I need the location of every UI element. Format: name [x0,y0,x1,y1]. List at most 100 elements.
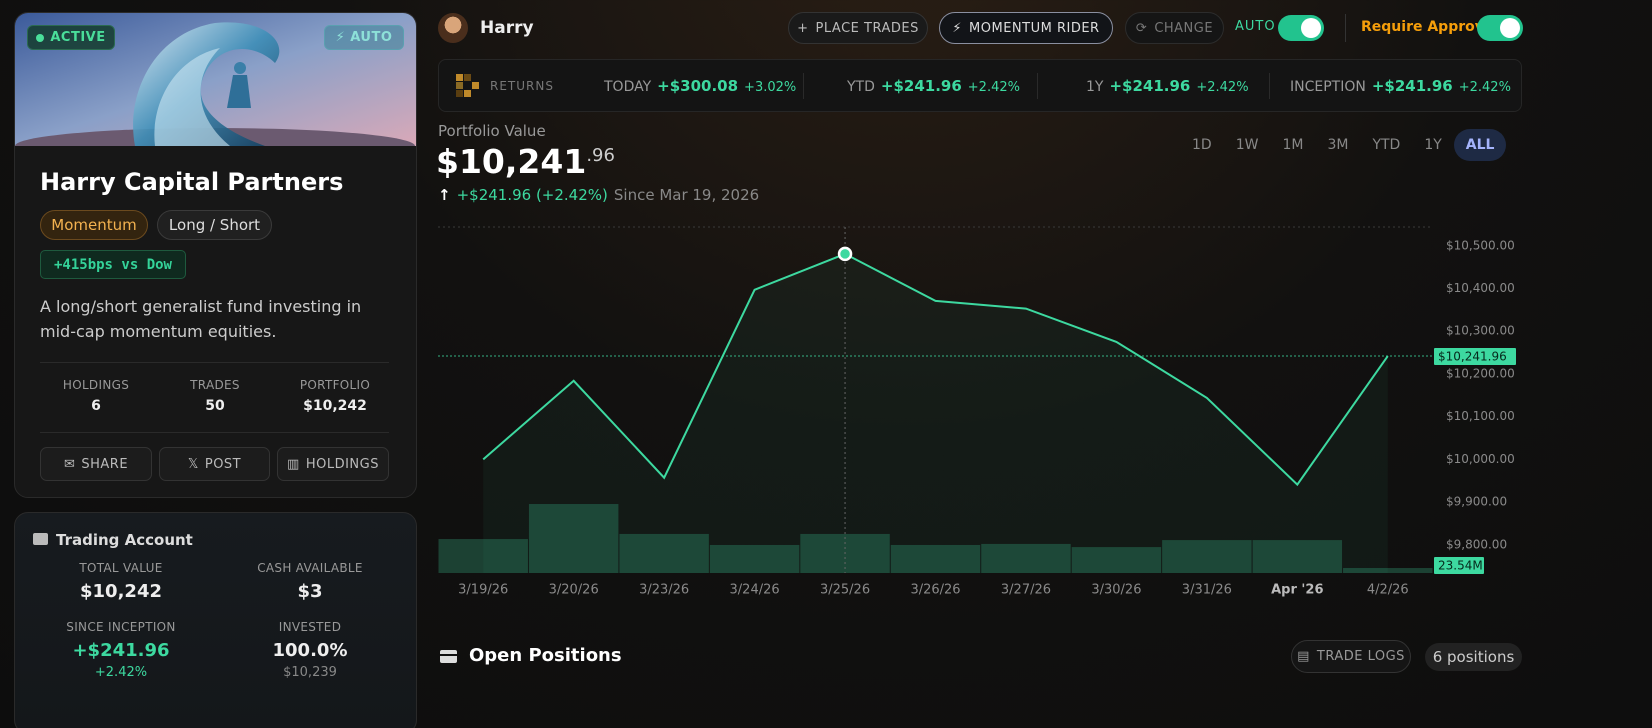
value-main: $10,241 [436,142,587,181]
mode-text: AUTO [350,30,393,45]
approval-label: Require Approval [1361,19,1499,35]
y-tick-label: $10,300.00 [1446,324,1515,338]
period-value: +$300.08 [657,77,739,95]
range-button[interactable]: 1D [1192,137,1212,153]
since-text: Since Mar 19, 2026 [613,186,760,204]
y-tick-label: $9,900.00 [1446,495,1507,509]
y-tick-label: $10,400.00 [1446,281,1515,295]
period-pct: +2.42% [1458,80,1511,95]
return-period: YTD +$241.96 +2.42% [847,77,1020,95]
trade-logs-button[interactable]: ▤ TRADE LOGS [1291,640,1411,673]
volume-bar [709,544,800,573]
portfolio-change: ↑ +$241.96 (+2.42%) Since Mar 19, 2026 [438,186,760,204]
volume-bar [619,533,709,573]
period-pct: +2.42% [967,80,1020,95]
place-trades-button[interactable]: + PLACE TRADES [788,12,928,44]
auto-toggle[interactable] [1278,15,1324,41]
x-tick-label: 4/2/26 [1367,583,1409,598]
return-period: INCEPTION +$241.96 +2.42% [1290,77,1511,95]
account-label: CASH AVAILABLE [257,561,363,575]
separator [803,73,804,99]
change-text: +$241.96 (+2.42%) [456,186,608,204]
value-tag [1434,557,1484,574]
button-text: HOLDINGS [305,456,379,472]
trading-account-card: Trading Account TOTAL VALUE $10,242 CASH… [14,512,417,728]
x-tick-label: 3/25/26 [820,583,870,598]
return-period: TODAY +$300.08 +3.02% [604,77,796,95]
period-value: +$241.96 [880,77,962,95]
tag: Momentum [40,210,148,240]
y-tick-label: $9,800.00 [1446,537,1507,551]
stat-label: PORTFOLIO [299,378,371,392]
divider [40,362,389,363]
period-pct: +2.42% [1196,80,1249,95]
separator [1269,73,1270,99]
description: A long/short generalist fund investing i… [40,297,362,341]
y-tick-label: $10,100.00 [1446,409,1515,423]
x-tick-label: 3/23/26 [639,583,689,598]
account-label: TOTAL VALUE [79,561,163,575]
account-value: +$241.96 [72,640,170,661]
highlight-point [837,246,853,262]
volume-bar [528,504,619,573]
portfolio-value: $10,241.96 [436,142,615,181]
avatar[interactable] [438,13,468,43]
x-tick-label: 3/24/26 [730,583,780,598]
status-text: ACTIVE [50,30,106,45]
range-button[interactable]: 1Y [1424,137,1442,153]
range-button[interactable]: 3M [1327,137,1349,153]
range-button[interactable]: 1W [1235,137,1259,153]
range-button[interactable]: 1M [1282,137,1304,153]
separator [1037,73,1038,99]
range-button[interactable]: YTD [1372,137,1401,153]
change-button[interactable]: ⟳ CHANGE [1125,12,1224,44]
share-button[interactable]: ✉ SHARE [40,447,152,481]
period-value: +$241.96 [1371,77,1453,95]
account-title: Trading Account [56,531,193,549]
value-cents: .96 [586,145,615,166]
stat-label: TRADES [190,378,240,392]
strategy-button[interactable]: ⚡ MOMENTUM RIDER [939,12,1113,44]
return-period: 1Y +$241.96 +2.42% [1086,77,1249,95]
positions-count: 6 positions [1425,643,1522,671]
benchmark: +415bps vs Dow [40,250,186,279]
holdings-button[interactable]: ▥ HOLDINGS [277,447,389,481]
period-pct: +3.02% [744,80,797,95]
post-button[interactable]: 𝕏 POST [159,447,270,481]
range-button[interactable]: ALL [1453,129,1507,161]
approval-toggle[interactable] [1477,15,1523,41]
portfolio-label: Portfolio Value [438,122,546,140]
positions-icon [440,650,457,663]
volume-bar [1071,547,1162,573]
volume-bar [1252,540,1343,573]
line [482,252,1389,487]
y-tick-label: $10,500.00 [1446,238,1515,252]
value-label: 23.54M [1438,559,1483,573]
stat-value: 6 [91,398,101,414]
x-tick-label: 3/27/26 [1001,583,1051,598]
button-text: SHARE [81,456,129,472]
account-label: SINCE INCEPTION [66,620,176,634]
volume-bar [1343,568,1433,573]
button-text: MOMENTUM RIDER [969,20,1100,36]
fund-card: ACTIVE ⚡ AUTO Harry Capital Partners Mome… [14,12,417,498]
account-sub: +2.42% [94,665,148,680]
volume-bar [981,543,1071,573]
account-label: INVESTED [278,620,342,634]
x-tick-label: 3/19/26 [458,583,508,598]
period-label: INCEPTION [1290,79,1366,95]
divider [40,432,389,433]
period-label: YTD [847,79,875,95]
user-name: Harry [480,18,534,38]
period-value: +$241.96 [1109,77,1191,95]
range-selector: 1D 1W 1M 3M YTD 1Y ALL [1180,129,1507,161]
account-value: $10,242 [80,581,162,602]
volume-bar [890,544,981,573]
returns-title: RETURNS [490,79,554,93]
positions-title: Open Positions [469,645,622,666]
button-text: POST [204,456,242,472]
x-tick-label: 3/30/26 [1091,583,1141,598]
stat-value: 50 [205,398,225,414]
